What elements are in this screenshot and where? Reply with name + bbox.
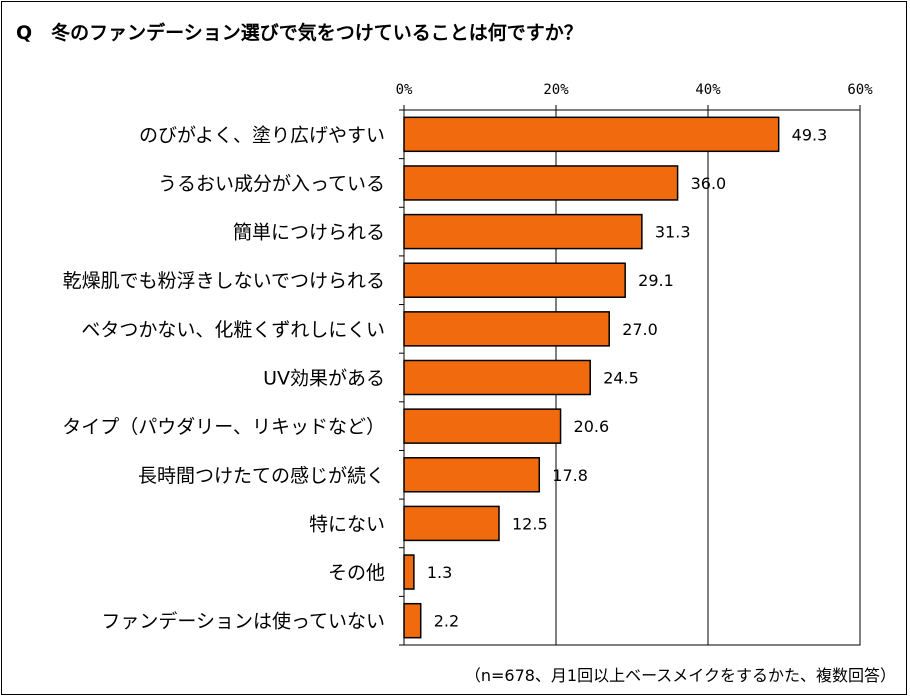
x-tick-label: 20% (543, 82, 569, 98)
category-label: のびがよく、塗り広げやすい (139, 123, 385, 146)
chart-title: Q 冬のファンデーション選びで気をつけていることは何ですか？ (16, 22, 583, 44)
value-label: 27.0 (622, 320, 658, 339)
bar (403, 505, 500, 542)
value-label: 12.5 (512, 514, 548, 533)
x-tick-label: 40% (695, 82, 721, 98)
bar (403, 554, 415, 590)
x-tick-label: 0% (396, 82, 413, 98)
bar (403, 213, 643, 250)
value-label: 17.8 (552, 466, 588, 485)
value-label: 24.5 (603, 369, 639, 388)
bar (403, 165, 679, 201)
category-label: ベタつかない、化粧くずれしにくい (81, 319, 385, 341)
bar (403, 457, 541, 493)
bar (403, 408, 562, 444)
category-label: 乾燥肌でも粉浮きしないでつけられる (63, 270, 385, 292)
sample-note: （n=678、月1回以上ベースメイクをするかた、複数回答） (464, 666, 896, 685)
category-label: 長時間つけたての感じが続く (138, 465, 385, 487)
category-label: うるおい成分が入っている (158, 173, 385, 195)
category-label: ファンデーションは使っていない (101, 611, 385, 633)
bar (403, 359, 591, 396)
value-label: 2.2 (434, 612, 459, 631)
bar (403, 262, 626, 298)
bar (403, 602, 422, 639)
x-tick-label: 60% (847, 82, 873, 98)
category-label: その他 (328, 562, 385, 584)
value-label: 1.3 (427, 563, 452, 582)
category-label: UV効果がある (263, 368, 385, 390)
value-label: 31.3 (655, 223, 691, 242)
category-label: タイプ（パウダリー、リキッドなど） (62, 416, 385, 438)
value-label: 29.1 (638, 271, 674, 290)
bar (403, 311, 610, 347)
value-label: 36.0 (691, 174, 727, 193)
bar (403, 116, 780, 153)
value-label: 49.3 (792, 125, 828, 144)
value-label: 20.6 (574, 417, 610, 436)
category-label: 特にない (309, 513, 385, 535)
category-label: 簡単につけられる (233, 222, 385, 244)
